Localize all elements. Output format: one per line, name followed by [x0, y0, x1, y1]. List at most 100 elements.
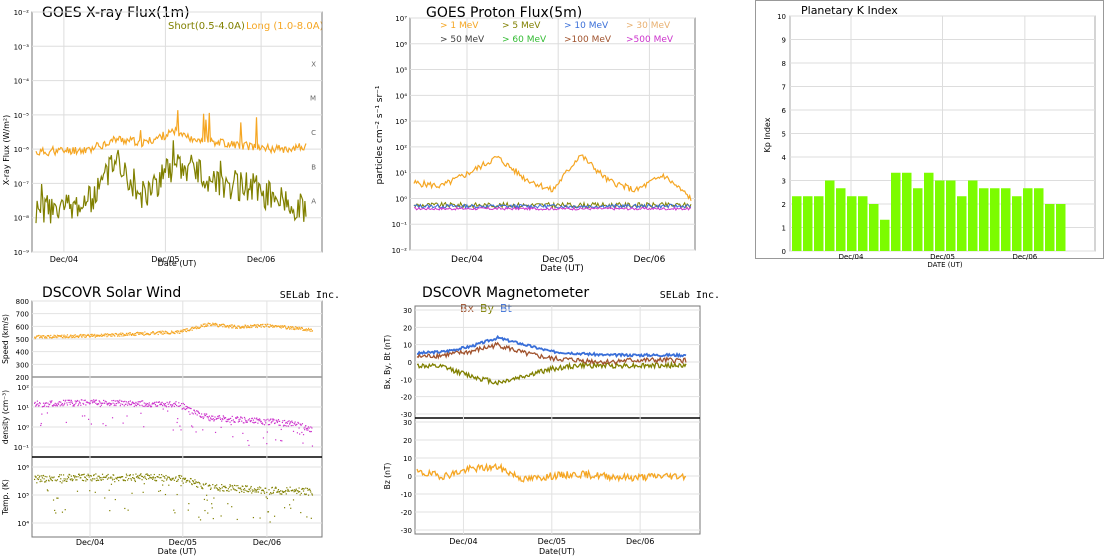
wind-density-point: [110, 403, 112, 406]
wind-density-point: [165, 405, 167, 407]
wind-speed-point: [106, 336, 108, 338]
wind-temp-point: [89, 475, 91, 477]
mag-grid: [415, 306, 700, 534]
wind-speed-point: [65, 335, 67, 337]
wind-density-point: [62, 399, 65, 401]
wind-temp-point: [187, 479, 189, 482]
wind-temp-point: [154, 477, 157, 479]
wind-speed-point: [179, 332, 181, 334]
xray-yticks: 10⁻⁹ 10⁻⁸ 10⁻⁷ 10⁻⁶ 10⁻⁵ 10⁻⁴ 10⁻³ 10⁻²: [14, 9, 30, 257]
wind-speed-point: [159, 332, 162, 334]
wind-density-point: [175, 401, 177, 403]
wind-speed-point: [162, 333, 164, 335]
wind-temp-point: [196, 481, 198, 484]
wind-density-point: [71, 402, 74, 405]
wind-temp-point: [170, 479, 173, 481]
wind-temp-point: [51, 480, 54, 482]
kp-bar: [902, 172, 912, 251]
wind-temp-point: [141, 479, 143, 481]
wind-temp-point: [96, 479, 99, 481]
wind-density-tick: 10⁻¹: [14, 444, 30, 452]
wind-density-point: [143, 426, 145, 428]
wind-density-point: [272, 420, 274, 422]
wind-temp-point: [89, 490, 91, 492]
wind-temp-point: [109, 477, 111, 479]
wind-speed-point: [196, 328, 198, 330]
wind-density-point: [70, 401, 72, 403]
kp-bar: [858, 196, 868, 251]
wind-speed-point: [270, 325, 272, 327]
wind-temp-point: [242, 489, 244, 491]
wind-temp-point: [199, 483, 201, 485]
wind-temp-point: [80, 477, 82, 479]
wind-speed-point: [81, 334, 84, 336]
wind-temp-point: [266, 497, 268, 500]
wind-temp-point: [216, 487, 218, 490]
kp-ytick-label: 3: [782, 178, 786, 186]
kp-ytick-label: 9: [782, 37, 786, 45]
wind-temp-point: [226, 490, 228, 492]
proton-ytick-label: 10¹: [395, 170, 407, 178]
wind-density-point: [197, 411, 199, 413]
wind-temp-point: [64, 480, 66, 482]
wind-density-point: [276, 421, 278, 424]
wind-density-point: [155, 405, 157, 407]
wind-speed-point: [300, 328, 302, 330]
wind-speed-point: [227, 325, 229, 327]
wind-density-point: [284, 419, 286, 422]
wind-speed-point: [35, 336, 37, 338]
wind-speed-point: [230, 324, 232, 326]
wind-speed-point: [84, 336, 86, 338]
wind-temp-point: [143, 476, 145, 479]
wind-temp-point: [262, 489, 265, 491]
wind-speed-point: [272, 326, 274, 328]
wind-density-point: [61, 403, 64, 405]
wind-temp-point: [148, 478, 150, 480]
wind-speed-point: [194, 327, 197, 329]
wind-temp-point: [276, 491, 278, 493]
wind-density-point: [203, 416, 205, 418]
wind-density-point: [84, 415, 86, 417]
wind-speed-point: [44, 337, 46, 339]
kp-title: Planetary K Index: [801, 4, 898, 17]
wind-density-point: [271, 418, 273, 420]
wind-speed-point: [73, 334, 75, 336]
kp-bar: [1034, 188, 1044, 251]
wind-temp-point: [47, 490, 49, 492]
mag-bot-ytick: -30: [401, 527, 412, 535]
wind-density-point: [69, 403, 71, 405]
wind-temp-point: [216, 484, 218, 486]
wind-density-point: [142, 400, 144, 402]
wind-speed-point: [170, 330, 173, 332]
wind-speed-point: [51, 337, 54, 339]
wind-speed-point: [105, 334, 108, 336]
wind-speed-point: [120, 332, 122, 334]
wind-temp-point: [203, 498, 206, 501]
mag-chart: DSCOVR Magnetometer SELab Inc. Bx By Bt -3…: [383, 285, 720, 556]
wind-temp-point: [82, 480, 85, 482]
wind-density-point: [138, 401, 140, 403]
mag-bot-label: Bz (nT): [383, 463, 392, 490]
wind-speed-point: [142, 333, 144, 335]
wind-temp-point: [83, 473, 85, 475]
wind-density-point: [273, 419, 275, 421]
wind-speed-point: [232, 326, 234, 328]
wind-speed-point: [260, 326, 262, 328]
wind-speed-point: [131, 333, 134, 335]
wind-temp-point: [251, 489, 253, 491]
wind-speed-point: [203, 323, 205, 325]
wind-temp-point: [104, 497, 106, 499]
wind-speed-point: [245, 326, 247, 328]
wind-temp-point: [190, 478, 192, 480]
wind-density-point: [77, 403, 80, 405]
wind-temp-point: [60, 474, 62, 476]
wind-density-point: [190, 407, 192, 410]
wind-temp-point: [121, 475, 124, 478]
wind-density-point: [180, 429, 182, 431]
wind-density-point: [129, 400, 131, 402]
wind-density-point: [248, 444, 250, 446]
wind-temp-point: [142, 475, 144, 478]
wind-temp-point: [140, 475, 143, 477]
wind-density-point: [208, 415, 211, 417]
wind-temp-point: [196, 485, 198, 488]
